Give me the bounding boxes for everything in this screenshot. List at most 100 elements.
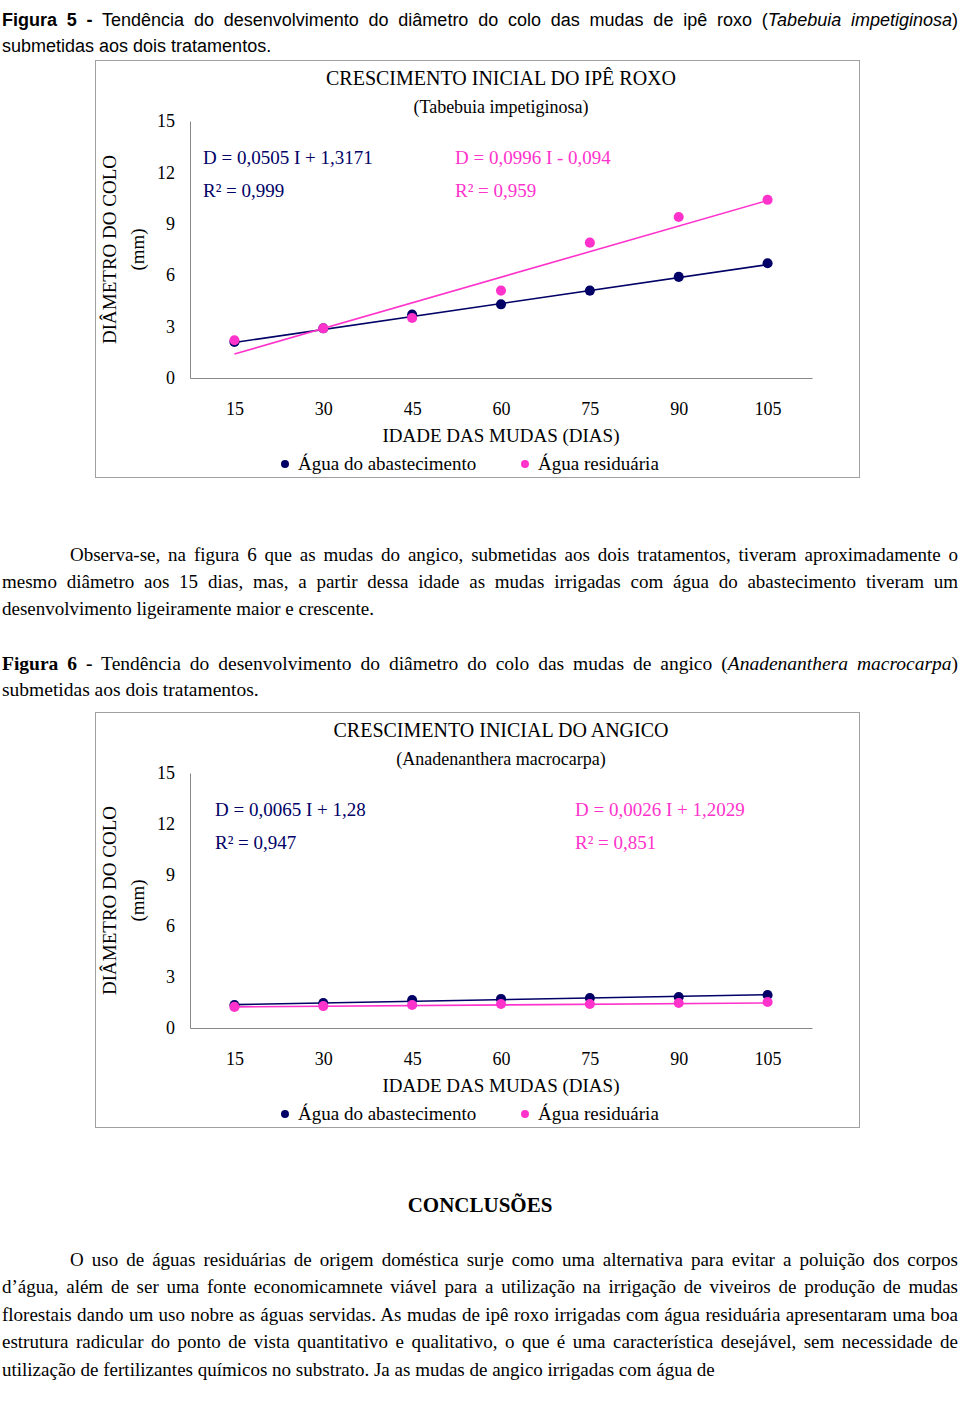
caption-label: Figura 5 - <box>2 10 93 30</box>
data-point <box>407 1000 417 1010</box>
x-tick-label: 30 <box>315 399 333 419</box>
r-squared: R² = 0,851 <box>575 832 656 853</box>
x-tick: 30 <box>315 1028 333 1069</box>
y-tick-label: 9 <box>166 865 175 885</box>
r-squared: R² = 0,947 <box>215 832 296 853</box>
x-tick-label: 15 <box>226 1049 244 1069</box>
r-squared: R² = 0,959 <box>455 180 536 201</box>
equation: D = 0,0996 I - 0,094 <box>455 147 611 168</box>
caption-species: Anadenanthera macrocarpa <box>728 653 952 674</box>
y-tick-label: 6 <box>166 916 175 936</box>
y-axis: 0 3 6 9 12 15 <box>157 111 191 388</box>
data-point <box>496 299 506 309</box>
x-axis-title: IDADE DAS MUDAS (DIAS) <box>383 425 620 447</box>
data-point <box>763 258 773 268</box>
x-tick: 105 <box>755 378 782 419</box>
y-tick-label: 15 <box>157 763 175 783</box>
caption-text: Tendência do desenvolvimento do diâmetro… <box>101 653 728 674</box>
x-tick-label: 90 <box>670 399 688 419</box>
chart-frame <box>96 713 860 1128</box>
x-tick: 105 <box>755 1028 782 1069</box>
x-tick-label: 15 <box>226 399 244 419</box>
x-tick: 15 <box>226 378 244 419</box>
caption-label: Figura 6 - <box>2 653 92 674</box>
data-point <box>674 272 684 282</box>
legend-marker <box>521 1110 529 1118</box>
chart-title: CRESCIMENTO INICIAL DO IPÊ ROXO <box>326 67 676 89</box>
y-tick: 15 <box>157 763 190 783</box>
y-tick: 0 <box>166 1018 190 1038</box>
x-tick-label: 30 <box>315 1049 333 1069</box>
legend-marker <box>281 1110 289 1118</box>
y-axis-line <box>190 774 191 1029</box>
legend: Água do abastecimentoÁgua residuária <box>281 453 659 474</box>
y-tick: 0 <box>166 368 190 388</box>
y-tick-label: 6 <box>166 265 175 285</box>
chart-frame <box>96 61 860 478</box>
r-squared: R² = 0,999 <box>203 180 284 201</box>
y-axis-title: DIÂMETRO DO COLO <box>99 155 120 344</box>
chart: CRESCIMENTO INICIAL DO ANGICO(Anadenanth… <box>95 712 860 1128</box>
x-tick: 75 <box>581 378 599 419</box>
x-tick: 45 <box>404 1028 422 1069</box>
x-tick-label: 75 <box>581 399 599 419</box>
y-tick-label: 12 <box>157 814 175 834</box>
x-tick: 15 <box>226 1028 244 1069</box>
y-tick-label: 0 <box>166 368 175 388</box>
plot-area <box>229 195 772 354</box>
chart: CRESCIMENTO INICIAL DO IPÊ ROXO (Tabebuia… <box>95 60 860 478</box>
y-tick-label: 3 <box>166 967 175 987</box>
data-point <box>318 323 328 333</box>
y-tick: 6 <box>166 265 190 285</box>
y-tick-label: 3 <box>166 317 175 337</box>
x-axis-title: IDADE DAS MUDAS (DIAS) <box>383 1075 620 1097</box>
y-tick: 12 <box>157 814 190 834</box>
x-tick-label: 45 <box>404 399 422 419</box>
trend-line <box>234 200 767 354</box>
paragraph: O uso de águas residuárias de origem dom… <box>2 1246 958 1383</box>
data-point <box>585 999 595 1009</box>
y-tick-label: 0 <box>166 1018 175 1038</box>
legend: Água do abastecimentoÁgua residuária <box>281 1103 659 1124</box>
y-tick: 15 <box>157 111 190 131</box>
legend-marker <box>521 460 529 468</box>
x-tick: 90 <box>670 1028 688 1069</box>
legend-label: Água residuária <box>538 1103 659 1124</box>
data-point <box>496 999 506 1009</box>
y-tick: 6 <box>166 916 190 936</box>
x-tick-label: 90 <box>670 1049 688 1069</box>
equation: D = 0,0065 I + 1,28 <box>215 799 366 820</box>
figure-caption: Figura 5 - Tendência do desenvolvimento … <box>2 7 958 59</box>
paragraph: Observa-se, na figura 6 que as mudas do … <box>2 541 958 622</box>
y-axis: 0 3 6 9 12 15 <box>157 763 191 1038</box>
data-point <box>229 1002 239 1012</box>
data-point <box>496 286 506 296</box>
data-point <box>674 998 684 1008</box>
caption-species: Tabebuia impetiginosa <box>768 10 952 30</box>
x-tick: 60 <box>493 378 511 419</box>
data-point <box>585 286 595 296</box>
x-tick-label: 105 <box>755 399 782 419</box>
x-tick-label: 75 <box>581 1049 599 1069</box>
chart-subtitle: (Tabebuia impetiginosa) <box>413 97 588 118</box>
page: Figura 5 - Tendência do desenvolvimento … <box>0 0 960 1410</box>
x-tick-label: 60 <box>493 1049 511 1069</box>
data-point <box>763 195 773 205</box>
y-tick-label: 12 <box>157 163 175 183</box>
y-tick: 9 <box>166 865 190 885</box>
y-tick: 9 <box>166 214 190 234</box>
y-axis-line <box>190 122 191 379</box>
y-tick: 12 <box>157 163 190 183</box>
caption-text: Tendência do desenvolvimento do diâmetro… <box>102 10 768 30</box>
y-axis-title: DIÂMETRO DO COLO <box>99 806 120 995</box>
x-tick-label: 60 <box>493 399 511 419</box>
x-tick: 90 <box>670 378 688 419</box>
plot-area <box>229 990 772 1012</box>
y-axis-title: (mm) <box>127 228 149 270</box>
legend-marker <box>281 460 289 468</box>
equation: D = 0,0505 I + 1,3171 <box>203 147 373 168</box>
data-point <box>229 335 239 345</box>
data-point <box>763 997 773 1007</box>
x-tick: 45 <box>404 378 422 419</box>
x-axis: 15 30 45 60 75 90 105 <box>191 378 813 419</box>
